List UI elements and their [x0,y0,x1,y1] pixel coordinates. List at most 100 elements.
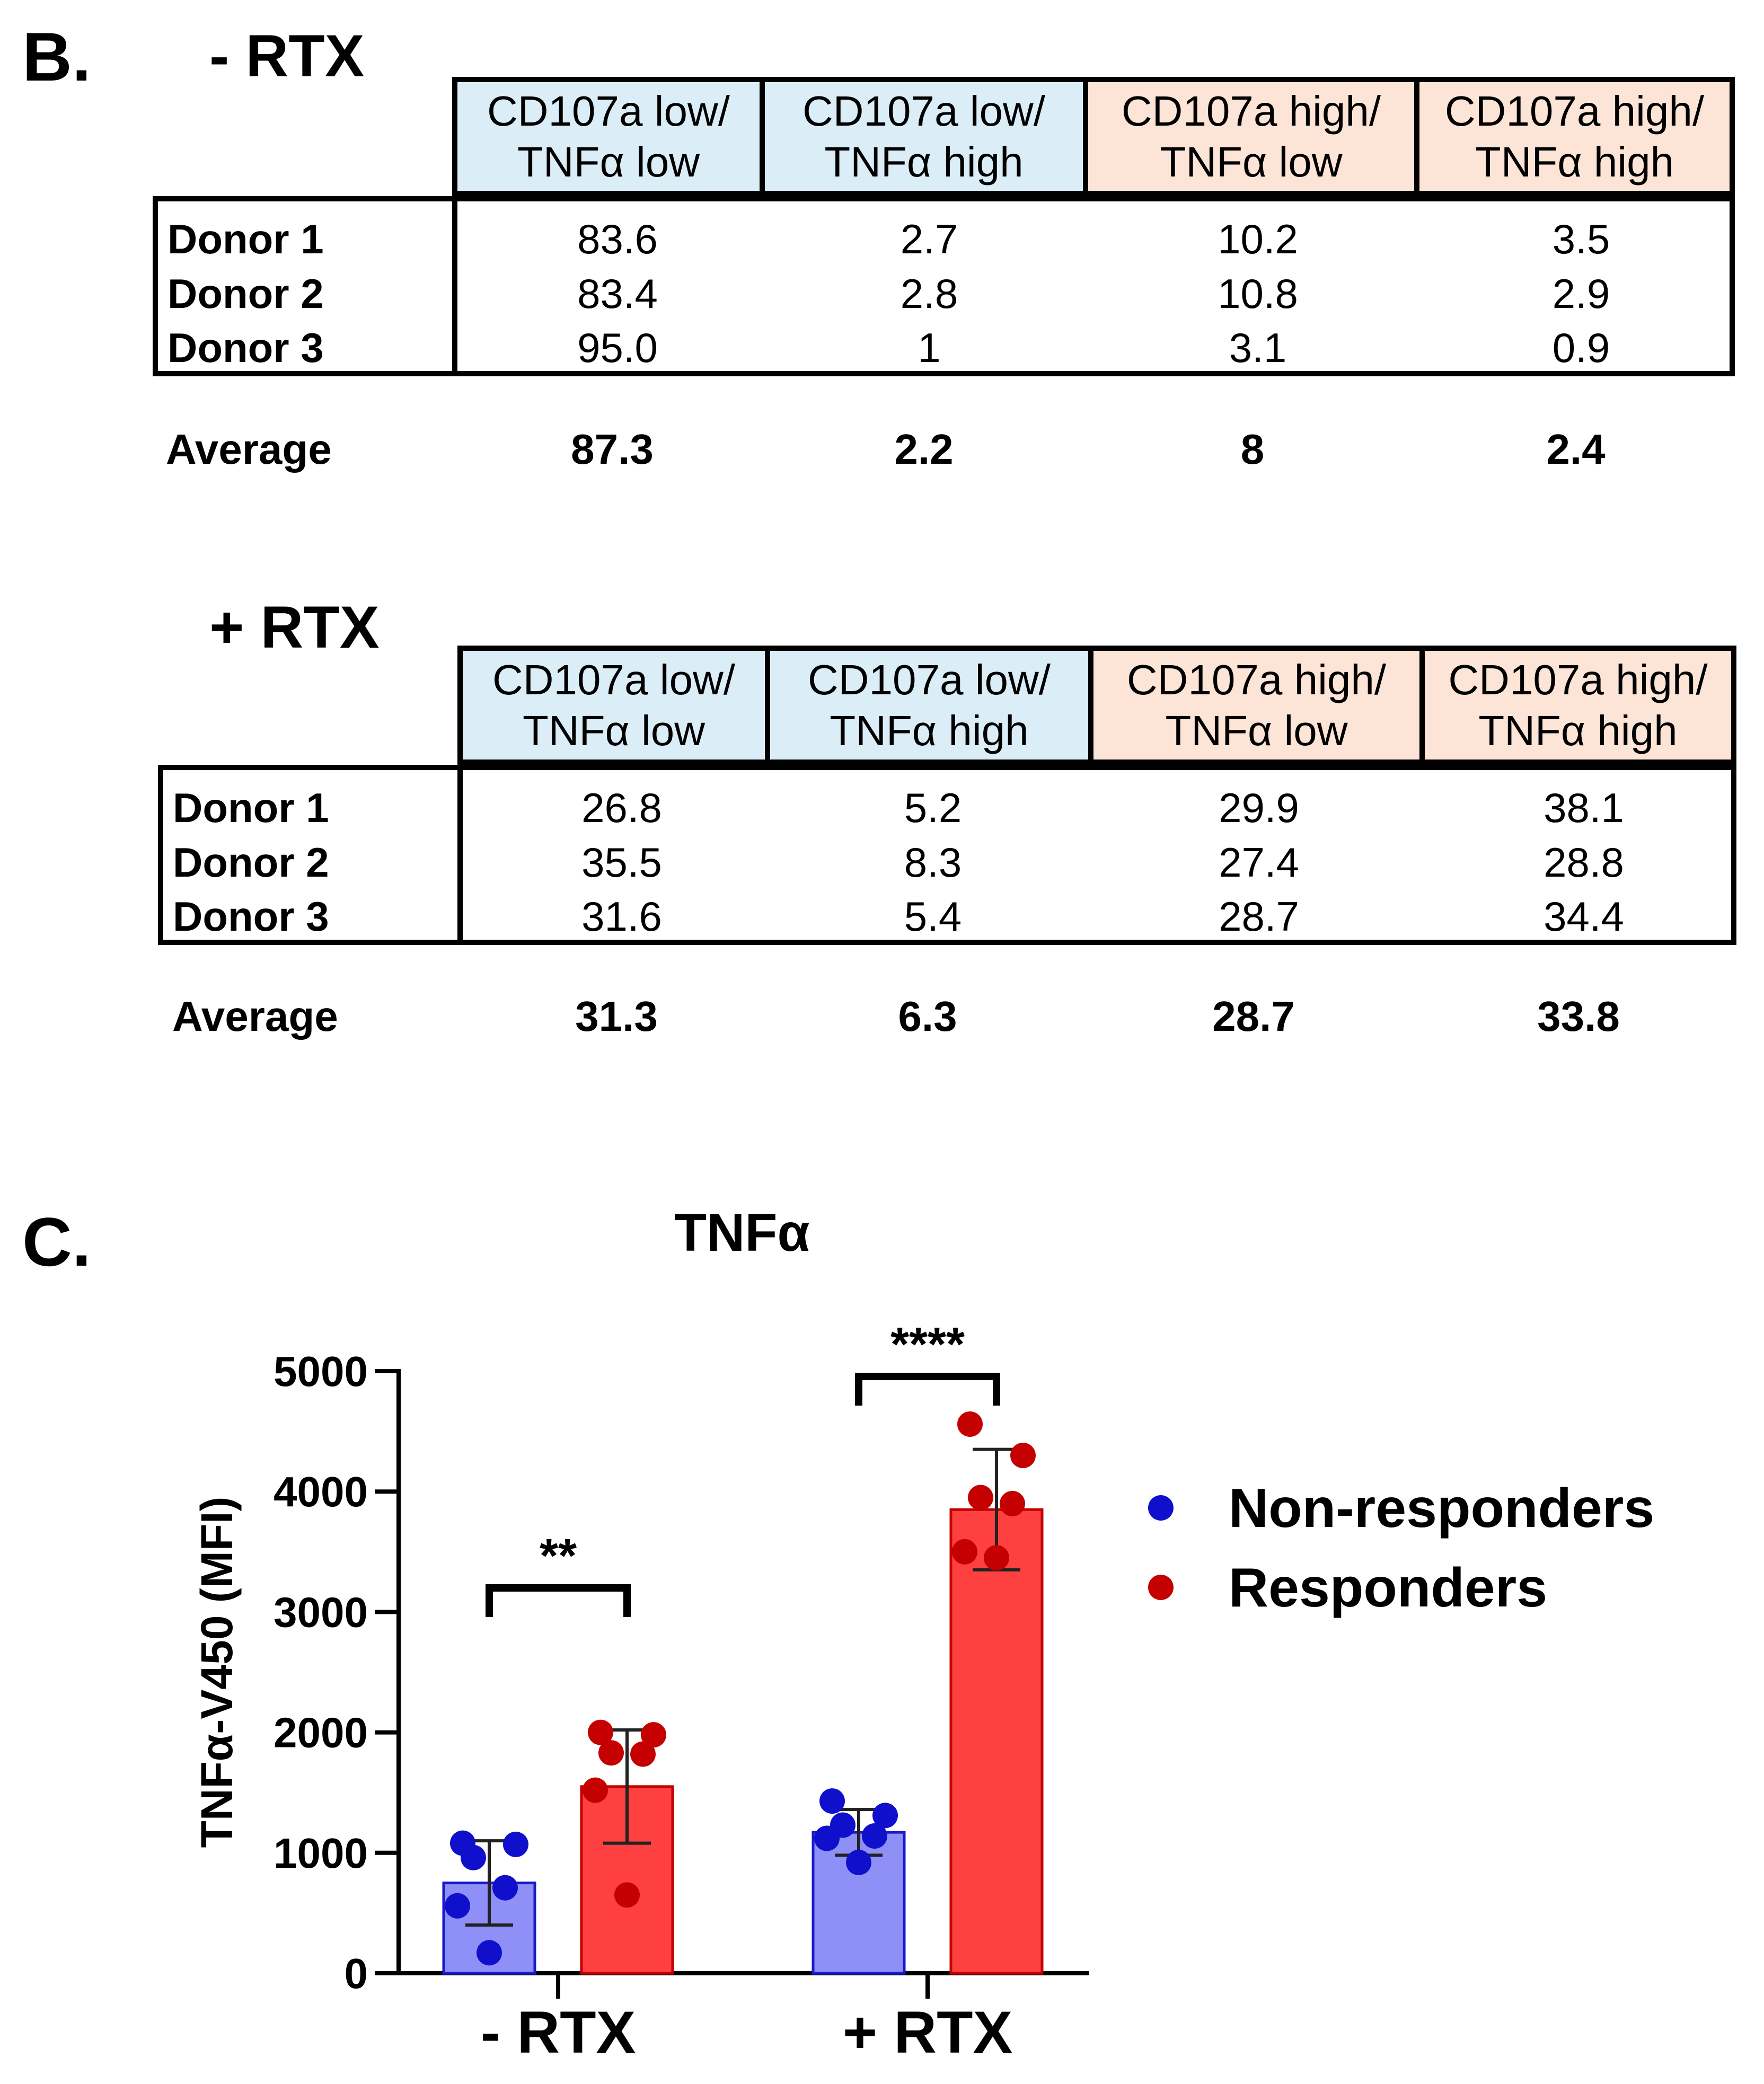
table-cell: 2.8 [900,270,958,317]
table-2-header-cell: CD107a high/ TNFα high [1425,651,1731,760]
header-line: CD107a high/ [1444,87,1705,135]
header-line: CD107a low/ [807,656,1051,703]
header-line: TNFα low [517,138,700,186]
data-point [630,1741,656,1767]
table-1-header-cell: CD107a high/ TNFα low [1088,82,1414,191]
table-cell: 95.0 [577,324,658,371]
panel-c-label: C. [22,1203,91,1281]
header-divider [1419,651,1425,760]
tnfa-bar-chart: TNFα TNFα-V450 (MFI) 0 1000 2000 3000 4000 50… [192,1203,1654,2065]
table-2: CD107a low/ TNFα low CD107a low/ TNFα hi… [158,646,1736,945]
data-point [588,1719,613,1745]
table-cell: 0.9 [1552,324,1610,371]
significance-bracket [486,1584,631,1617]
header-line: TNFα low [1165,707,1348,754]
legend-label: Non-responders [1229,1478,1654,1539]
average-value: 2.4 [1546,426,1606,473]
row-label: Donor 1 [173,784,329,831]
y-tick-label: 0 [345,1950,368,1997]
average-value: 8 [1240,426,1265,473]
header-line: TNFα high [824,138,1024,186]
table-cell: 31.6 [581,893,662,940]
table-cell: 29.9 [1219,784,1299,831]
table-cell: 28.8 [1543,839,1624,886]
data-point [445,1893,470,1919]
table-1-body: Donor 1 Donor 2 Donor 3 83.6 2.7 10.2 3.… [153,196,1735,376]
row-label: Donor 3 [167,324,324,371]
data-point [872,1803,898,1829]
table-2-header-cell: CD107a low/ TNFα high [770,651,1088,760]
header-line: CD107a low/ [492,656,735,703]
table-cell: 83.6 [577,216,658,262]
bar [949,1508,1044,1975]
data-point [477,1940,502,1966]
table-2-header-cell: CD107a low/ TNFα low [463,651,765,760]
x-tick-label: - RTX [481,1999,636,2065]
table-cell: 5.4 [904,893,962,940]
x-tick-label: + RTX [843,1999,1013,2065]
data-point [968,1485,993,1511]
legend-marker [1148,1575,1174,1600]
table-cell: 28.7 [1219,893,1299,940]
data-point [583,1777,608,1803]
y-tick-label: 3000 [274,1588,368,1636]
data-point [957,1411,983,1437]
y-tick-label: 1000 [274,1830,368,1877]
table-cell: 10.8 [1218,270,1298,317]
data-point [1000,1490,1025,1516]
header-divider [765,651,770,760]
header-line: CD107a high/ [1448,656,1708,703]
table-1-header: CD107a low/ TNFα low CD107a low/ TNFα hi… [452,77,1735,196]
legend-label: Responders [1229,1557,1547,1619]
table-2-header: CD107a low/ TNFα low CD107a low/ TNFα hi… [457,646,1736,765]
data-point [814,1825,840,1851]
panel-b-label: B. [22,18,91,95]
data-point [846,1849,871,1875]
table-1-title: - RTX [209,23,365,89]
header-divider [1414,82,1419,191]
table-cell: 8.3 [904,839,962,886]
average-value: 31.3 [575,993,658,1040]
table-cell: 27.4 [1219,839,1299,886]
header-line: CD107a low/ [487,87,730,135]
average-value: 33.8 [1537,993,1620,1040]
data-point [614,1882,640,1908]
row-label: Donor 3 [173,893,329,940]
table-cell: 2.9 [1552,270,1610,317]
significance-bracket [855,1373,1000,1406]
y-tick-label: 5000 [274,1348,368,1395]
header-line: TNFα high [1478,707,1678,754]
header-line: TNFα low [1160,138,1343,186]
table-cell: 2.7 [900,216,958,262]
table-cell: 35.5 [581,839,662,886]
chart-title: TNFα [674,1203,810,1262]
legend-marker [1148,1495,1174,1521]
table-cell: 38.1 [1543,784,1624,831]
label-divider [452,201,457,371]
average-label: Average [172,993,338,1040]
data-point [819,1788,845,1814]
data-point [598,1740,624,1766]
average-value: 6.3 [898,993,957,1040]
table-cell: 34.4 [1543,893,1624,940]
table-cell: 3.1 [1229,324,1287,371]
data-point [503,1831,528,1857]
average-label: Average [166,426,332,473]
table-cell: 83.4 [577,270,658,317]
row-label: Donor 2 [173,839,329,886]
table-2-header-cell: CD107a high/ TNFα low [1093,651,1419,760]
y-tick-label: 4000 [274,1468,368,1515]
table-1-header-cell: CD107a low/ TNFα high [765,82,1083,191]
data-point [492,1875,518,1901]
data-point [952,1539,977,1565]
significance-label: ** [540,1530,577,1583]
average-value: 2.2 [894,426,954,473]
header-divider [1083,82,1088,191]
table-2-title: + RTX [209,594,380,660]
label-divider [457,770,463,940]
header-line: CD107a high/ [1126,656,1387,703]
data-point [641,1722,666,1748]
header-divider [1088,651,1093,760]
table-cell: 5.2 [904,784,962,831]
y-axis-label: TNFα-V450 (MFI) [192,1497,242,1848]
